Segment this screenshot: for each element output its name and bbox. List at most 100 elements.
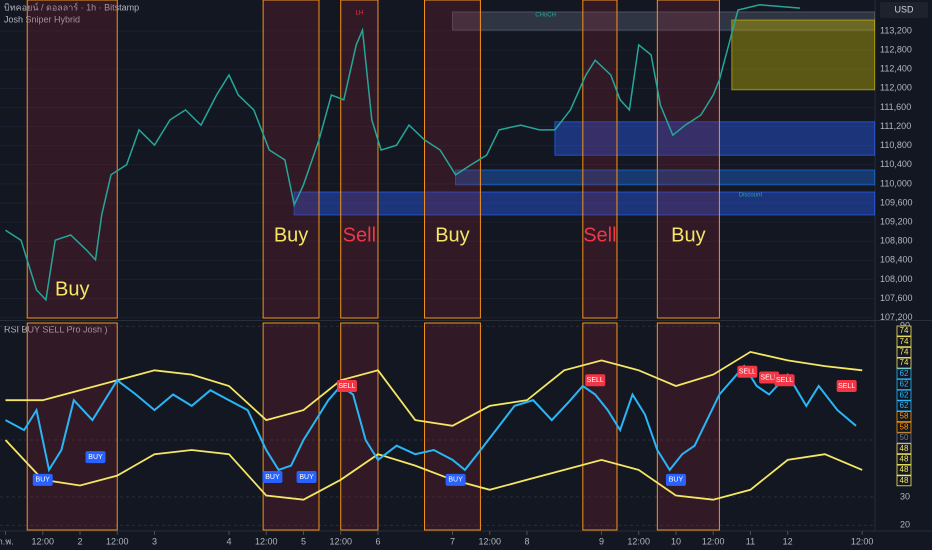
annotation: LH: [356, 10, 364, 16]
signal-zone: [26, 322, 118, 531]
signal-marker: [585, 374, 606, 387]
y-tick-label: 110,800: [880, 140, 912, 150]
signal-label: BUY: [88, 454, 103, 461]
axis-tag: [896, 421, 912, 433]
axis-tag: [896, 325, 912, 337]
y-tick-label: 112,400: [880, 64, 912, 74]
x-tick-label: 12:00: [627, 536, 650, 546]
signal-zone: [656, 0, 720, 319]
axis-tag-label: 74: [900, 337, 909, 346]
y-tick-label: 20: [900, 520, 910, 530]
zone-label: Buy: [435, 224, 469, 246]
signal-zone: [582, 0, 618, 319]
axis-tag: [896, 368, 912, 380]
x-tick-label: 11: [746, 536, 755, 546]
axis-tag-label: 62: [900, 390, 909, 399]
signal-label: SELL: [761, 374, 778, 381]
x-tick-label: 12:00: [851, 536, 874, 546]
signal-zone: [26, 0, 118, 319]
rsi-line: [4, 439, 863, 501]
axis-tag: [896, 379, 912, 390]
rsi-line: [5, 350, 863, 427]
axis-tag: [896, 475, 912, 487]
signal-zone: [424, 0, 481, 319]
y-tick-label: 109,200: [880, 216, 913, 226]
symbol-title: บิทคอยน์ / ดอลลาร์ · 1h · Bitstamp: [4, 1, 139, 12]
x-tick-label: 4: [226, 536, 231, 546]
rsi-line: [5, 364, 857, 473]
signal-label: SELL: [338, 383, 355, 390]
axis-tag: [896, 443, 912, 455]
y-tick-label: 112,800: [880, 45, 912, 55]
zone-label: Buy: [671, 224, 705, 246]
axis-tag-label: 48: [900, 455, 909, 464]
y-tick-label: 109,600: [880, 197, 913, 207]
y-tick-label: 111,600: [880, 102, 911, 112]
x-tick-label: 12: [783, 536, 793, 546]
zone-box: [455, 169, 876, 186]
signal-label: SELL: [838, 383, 855, 390]
y-tick-label: 107,200: [880, 312, 913, 322]
x-tick-label: 9: [599, 536, 604, 546]
x-tick-label: 12:00: [31, 536, 54, 546]
y-tick-label: 108,000: [880, 274, 913, 284]
axis-tag-label: 74: [900, 326, 909, 335]
signal-marker: [445, 473, 466, 486]
axis-tag: [896, 464, 912, 476]
signal-marker: [262, 470, 283, 483]
x-tick-label: 7: [450, 536, 455, 546]
indicator-name: Josh Sniper Hybrid: [4, 14, 80, 24]
annotation: Discount: [739, 192, 763, 198]
signal-zone: [656, 322, 720, 531]
axis-tag: [896, 453, 912, 465]
signal-zone: [262, 0, 320, 319]
y-tick-label: 108,400: [880, 255, 913, 265]
signal-zone: [340, 0, 379, 319]
axis-tag-label: 48: [900, 444, 909, 453]
zone-label: Sell: [583, 224, 616, 246]
y-tick-label: 113,200: [880, 25, 912, 35]
axis-tag-label: 50: [900, 433, 909, 442]
x-tick-label: 5: [301, 536, 306, 546]
y-tick-label: 111,200: [880, 121, 911, 131]
zone-label: Sell: [343, 224, 376, 246]
signal-label: BUY: [36, 477, 51, 484]
signal-marker: [336, 379, 357, 392]
zone-box: [554, 121, 876, 156]
signal-label: BUY: [265, 474, 280, 481]
y-tick-label: 110,400: [880, 159, 912, 169]
currency[interactable]: USD: [894, 4, 914, 14]
axis-tag-label: 48: [900, 465, 909, 474]
axis-tag-label: 58: [900, 422, 909, 431]
signal-zone: [340, 322, 379, 531]
axis-tag-label: 58: [900, 412, 909, 421]
signal-marker: [32, 473, 53, 486]
price-line: [5, 4, 801, 302]
signal-marker: [737, 365, 758, 378]
signal-marker: [85, 451, 106, 464]
x-tick-label: 3: [152, 536, 157, 546]
axis-tag-label: 48: [900, 476, 909, 485]
signal-marker: [759, 371, 780, 384]
axis-tag-label: 62: [900, 380, 909, 389]
x-tick-label: 2: [77, 536, 82, 546]
axis-tag: [896, 411, 912, 423]
signal-label: SELL: [739, 369, 756, 376]
signal-marker: [774, 374, 795, 387]
annotation: CHoCH: [535, 12, 556, 18]
axis-tag: [896, 400, 912, 412]
x-tick-label: 12:00: [702, 536, 725, 546]
axis-tag-label: 62: [900, 369, 909, 378]
signal-label: BUY: [669, 477, 684, 484]
x-tick-label: 6: [375, 536, 380, 546]
currency-box[interactable]: [880, 2, 928, 18]
signal-label: SELL: [587, 377, 604, 384]
x-tick-label: 12:00: [255, 536, 278, 546]
y-tick-label: 30: [900, 491, 910, 501]
axis-tag: [896, 346, 912, 358]
signal-label: BUY: [299, 474, 314, 481]
signal-zone: [582, 322, 618, 531]
zone-label: Buy: [274, 224, 308, 246]
